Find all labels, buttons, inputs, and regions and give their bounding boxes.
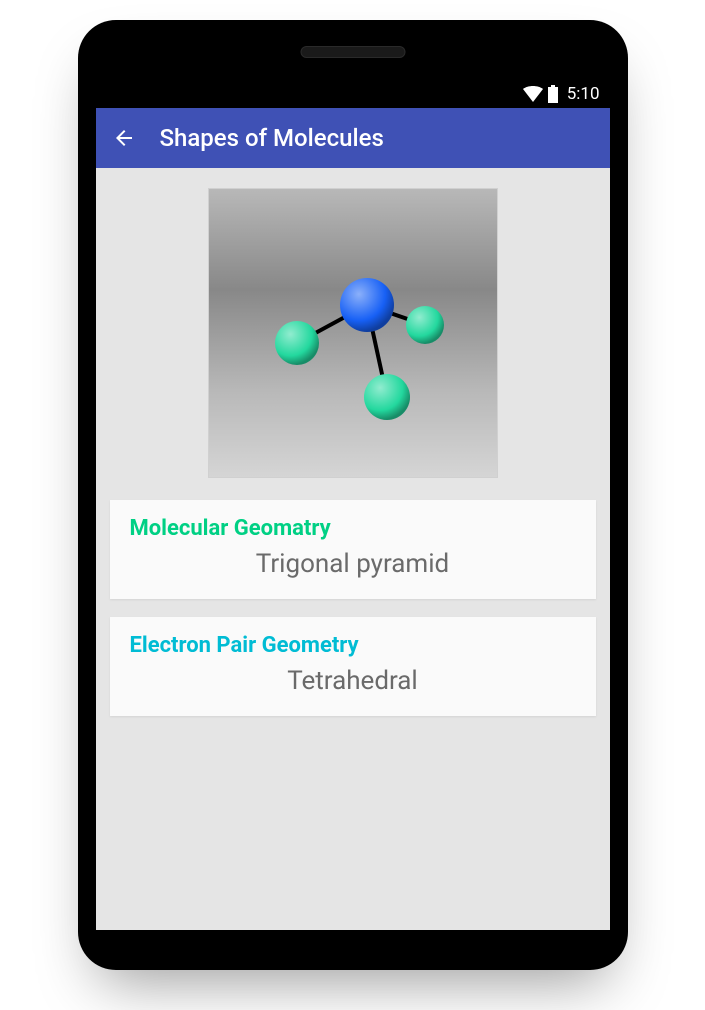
center-atom: [340, 278, 394, 332]
molecule-diagram: [208, 188, 498, 478]
electron-pair-geometry-label: Electron Pair Geometry: [130, 633, 576, 658]
outer-atom: [275, 321, 319, 365]
molecular-geometry-label: Molecular Geomatry: [130, 516, 576, 541]
electron-pair-geometry-card: Electron Pair Geometry Tetrahedral: [110, 617, 596, 716]
status-time: 5:10: [567, 84, 600, 104]
phone-speaker: [300, 46, 405, 58]
battery-icon: [547, 85, 559, 103]
molecular-geometry-value: Trigonal pyramid: [130, 549, 576, 579]
outer-atom: [406, 306, 444, 344]
status-bar: 5:10: [96, 80, 610, 108]
back-icon[interactable]: [112, 126, 136, 150]
wifi-icon: [523, 86, 543, 102]
electron-pair-geometry-value: Tetrahedral: [130, 666, 576, 696]
app-title: Shapes of Molecules: [160, 124, 384, 152]
app-bar: Shapes of Molecules: [96, 108, 610, 168]
outer-atom: [364, 374, 410, 420]
screen: 5:10 Shapes of Molecules Molecular Geoma…: [96, 80, 610, 930]
content-area: Molecular Geomatry Trigonal pyramid Elec…: [96, 168, 610, 930]
molecular-geometry-card: Molecular Geomatry Trigonal pyramid: [110, 500, 596, 599]
phone-frame: 5:10 Shapes of Molecules Molecular Geoma…: [78, 20, 628, 970]
